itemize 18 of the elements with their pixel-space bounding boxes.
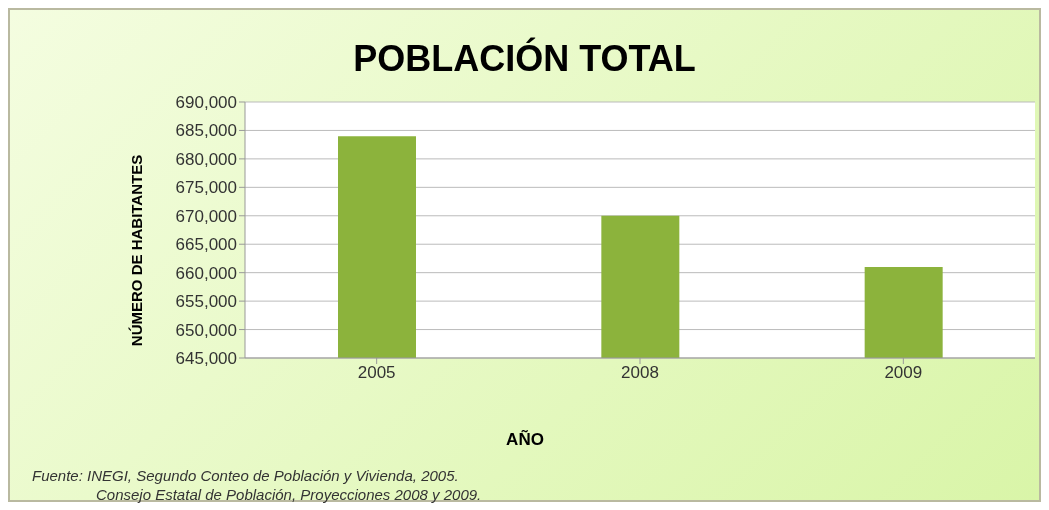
y-axis-title: NÚMERO DE HABITANTES — [128, 154, 146, 346]
y-tick-label: 680,000 — [175, 149, 237, 169]
y-tick-label: 690,000 — [175, 93, 237, 113]
y-tick-label: 675,000 — [175, 178, 237, 198]
y-tick-label: 670,000 — [175, 206, 237, 226]
text: Consejo Estatal de Población, Proyecciones 2008 y 2009. — [95, 485, 482, 504]
y-tick-label: 660,000 — [175, 263, 237, 283]
x-tick-label: 2009 — [884, 363, 923, 383]
chart-title: POBLACIÓN TOTAL — [353, 38, 696, 79]
x-axis-title: AÑO — [505, 430, 545, 450]
y-tick-label: 655,000 — [175, 292, 237, 312]
x-tick-label: 2008 — [621, 363, 659, 383]
source-note: Fuente: INEGI, Segundo Conteo de Población y Vivienda, 2005. — [32, 466, 460, 485]
x-tick-label: 2005 — [357, 363, 396, 383]
y-tick-label: 685,000 — [175, 121, 237, 141]
y-tick-label: 650,000 — [175, 320, 237, 340]
y-tick-label: 665,000 — [175, 235, 237, 255]
y-tick-label: 645,000 — [175, 349, 237, 369]
